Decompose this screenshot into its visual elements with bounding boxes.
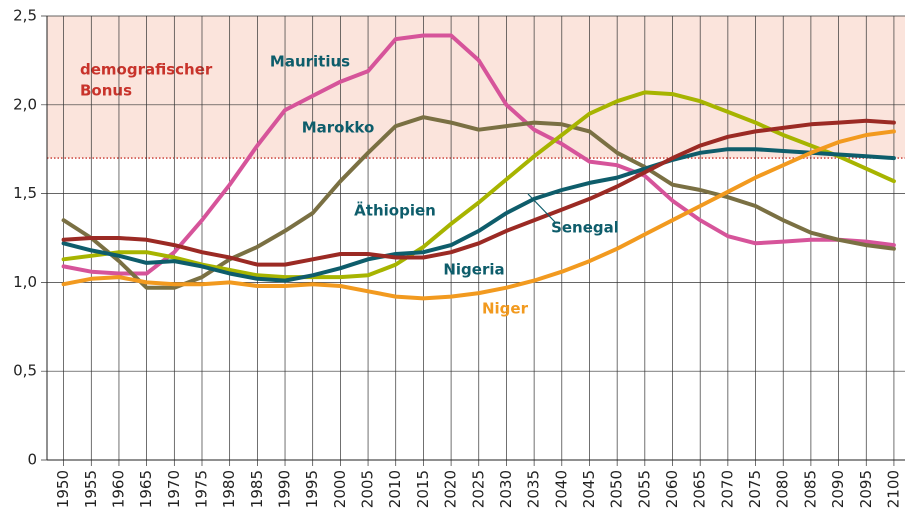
x-tick-label: 2010 bbox=[386, 470, 404, 508]
series-label: Äthiopien bbox=[354, 201, 436, 220]
y-tick-label: 2,5 bbox=[13, 7, 37, 25]
series-label: Senegal bbox=[551, 219, 619, 237]
y-tick-label: 0,5 bbox=[13, 362, 37, 380]
x-tick-label: 1970 bbox=[165, 470, 183, 508]
series-label: Marokko bbox=[302, 119, 375, 137]
y-tick-label: 2,0 bbox=[13, 95, 37, 113]
bonus-label: Bonus bbox=[80, 82, 132, 100]
x-tick-label: 1950 bbox=[54, 470, 72, 508]
x-tick-label: 2095 bbox=[857, 470, 875, 508]
x-tick-label: 2030 bbox=[497, 470, 515, 508]
x-tick-label: 2025 bbox=[469, 470, 487, 508]
x-tick-label: 2040 bbox=[552, 470, 570, 508]
y-tick-label: 1,5 bbox=[13, 184, 37, 202]
x-tick-label: 1960 bbox=[109, 470, 127, 508]
series-label: Nigeria bbox=[443, 261, 504, 279]
x-tick-label: 1990 bbox=[276, 470, 294, 508]
x-tick-label: 2035 bbox=[525, 470, 543, 508]
x-tick-label: 2000 bbox=[331, 470, 349, 508]
series-line bbox=[61, 147, 896, 283]
series-line bbox=[61, 118, 896, 267]
bonus-band bbox=[47, 16, 905, 159]
series-line bbox=[61, 115, 896, 290]
x-tick-label: 2060 bbox=[663, 470, 681, 508]
series-line bbox=[61, 129, 896, 301]
series-label: Mauritius bbox=[270, 53, 350, 71]
x-tick-label: 2005 bbox=[359, 470, 377, 508]
x-tick-label: 1965 bbox=[137, 470, 155, 508]
x-tick-label: 1995 bbox=[303, 470, 321, 508]
x-tick-label: 2055 bbox=[635, 470, 653, 508]
x-tick-label: 2050 bbox=[608, 470, 626, 508]
x-tick-label: 2015 bbox=[414, 470, 432, 508]
series-label: Niger bbox=[482, 300, 529, 318]
x-tick-label: 2075 bbox=[746, 470, 764, 508]
x-tick-label: 2020 bbox=[442, 470, 460, 508]
x-tick-label: 2090 bbox=[829, 470, 847, 508]
x-tick-label: 2100 bbox=[884, 470, 902, 508]
x-tick-label: 1955 bbox=[82, 470, 100, 508]
x-tick-label: 1980 bbox=[220, 470, 238, 508]
x-tick-label: 2065 bbox=[691, 470, 709, 508]
x-tick-label: 1985 bbox=[248, 470, 266, 508]
y-tick-label: 1,0 bbox=[13, 273, 37, 291]
x-tick-label: 2045 bbox=[580, 470, 598, 508]
leader-line bbox=[527, 193, 556, 223]
x-tick-label: 2070 bbox=[718, 470, 736, 508]
series-line bbox=[61, 33, 896, 276]
y-tick-label: 0 bbox=[27, 451, 37, 469]
x-tick-label: 2080 bbox=[774, 470, 792, 508]
x-tick-label: 2085 bbox=[801, 470, 819, 508]
x-tick-label: 1975 bbox=[192, 470, 210, 508]
